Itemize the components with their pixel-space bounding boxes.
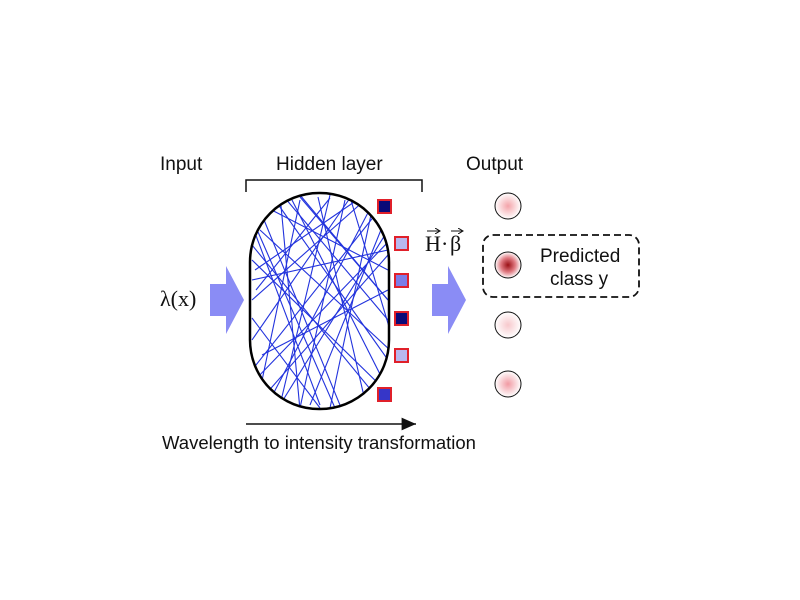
output-arrow-icon [432,266,466,334]
hidden-node-3 [394,273,409,288]
scatter-path [299,196,389,301]
scatter-path [329,209,373,409]
output-node-4 [494,370,522,398]
scatter-path [251,317,321,409]
input-arrow-icon [210,266,244,334]
output-nodes [494,192,522,398]
scatter-path [349,196,389,331]
hidden-node-4 [394,311,409,326]
scatter-path [299,199,346,409]
scatter-path [317,196,367,406]
predicted-label: Predicted [540,246,620,267]
output-weights-label: H · β [425,231,463,256]
scatter-path [284,197,389,321]
hidden-node-5 [394,348,409,363]
scattering-medium [248,191,391,411]
hidden-node-6 [377,387,392,402]
output-label: Output [466,154,524,175]
beta-vector-label: β [450,231,461,256]
scatter-path [251,244,376,396]
dot-label: · [441,231,448,256]
scatter-path [309,219,386,406]
scatter-path [279,194,301,409]
scatter-path [261,214,343,409]
output-node-2 [494,251,522,279]
scatter-path [254,197,361,271]
scatter-path [251,214,376,371]
transformation-caption: Wavelength to intensity transformation [162,432,476,453]
predicted-class-box [482,234,640,298]
scatter-path [264,254,389,396]
scatter-path [261,289,389,356]
output-node-3 [494,311,522,339]
scatter-path [259,199,301,391]
scatter-path [254,224,336,409]
scatter-path [269,204,373,401]
hidden-layer-label: Hidden layer [276,154,383,175]
h-vector-label: H [425,231,441,256]
scatter-path [279,194,331,406]
scatter-path [251,199,366,301]
scatter-path [261,204,389,271]
hidden-nodes [377,199,409,402]
scatter-path [251,224,321,406]
hidden-layer-bracket [245,179,423,192]
lambda-label: λ(x) [160,286,196,311]
input-label: Input [160,154,203,175]
scatter-path [279,229,389,406]
scatter-path [291,199,389,391]
hidden-node-1 [377,199,392,214]
output-node-1 [494,192,522,220]
hidden-node-2 [394,236,409,251]
scatter-path [251,249,389,281]
class-y-label: class y [550,269,609,290]
